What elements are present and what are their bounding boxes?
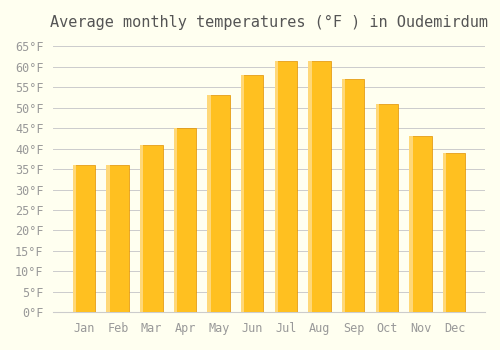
Bar — [208, 96, 230, 312]
Bar — [208, 96, 210, 312]
Bar — [140, 145, 143, 312]
Bar — [274, 61, 278, 312]
Bar — [140, 145, 162, 312]
Bar — [410, 136, 432, 312]
Bar — [107, 165, 129, 312]
Bar — [342, 79, 364, 312]
Bar — [242, 75, 264, 312]
Bar — [444, 153, 466, 312]
Bar — [308, 61, 312, 312]
Bar — [74, 165, 96, 312]
Bar — [174, 128, 177, 312]
Bar — [73, 165, 76, 312]
Bar — [241, 75, 244, 312]
Bar — [309, 61, 331, 312]
Bar — [174, 128, 196, 312]
Bar — [443, 153, 446, 312]
Bar — [276, 61, 297, 312]
Bar — [410, 136, 412, 312]
Title: Average monthly temperatures (°F ) in Oudemirdum: Average monthly temperatures (°F ) in Ou… — [50, 15, 488, 30]
Bar — [106, 165, 110, 312]
Bar — [376, 104, 379, 312]
Bar — [342, 79, 345, 312]
Bar — [376, 104, 398, 312]
